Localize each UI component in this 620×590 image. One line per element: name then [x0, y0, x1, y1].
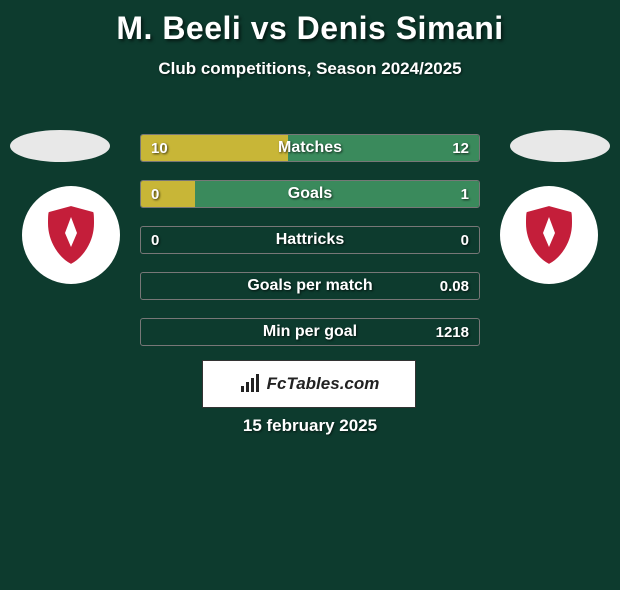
bar-label: Goals per match	[141, 273, 479, 299]
bar-value-right: 0.08	[440, 273, 469, 299]
player-right-ellipse	[510, 130, 610, 162]
player-left-ellipse	[10, 130, 110, 162]
bar-value-right: 1	[461, 181, 469, 207]
bar-label: Hattricks	[141, 227, 479, 253]
attribution-text: FcTables.com	[267, 374, 380, 394]
bar-value-right: 1218	[436, 319, 469, 345]
bar-label: Goals	[141, 181, 479, 207]
bar-row: 0 Hattricks 0	[140, 226, 480, 254]
bar-label: Matches	[141, 135, 479, 161]
bar-row: 0 Goals 1	[140, 180, 480, 208]
page-title: M. Beeli vs Denis Simani	[0, 10, 620, 47]
team-badge-right	[500, 186, 598, 284]
attribution-box: FcTables.com	[202, 360, 416, 408]
team-badge-left	[22, 186, 120, 284]
date-text: 15 february 2025	[0, 416, 620, 436]
bar-row: Min per goal 1218	[140, 318, 480, 346]
comparison-bars: 10 Matches 12 0 Goals 1 0 Hattricks 0 Go…	[140, 134, 480, 364]
bar-value-right: 0	[461, 227, 469, 253]
shield-icon	[521, 203, 577, 267]
bar-row: 10 Matches 12	[140, 134, 480, 162]
bar-label: Min per goal	[141, 319, 479, 345]
shield-icon	[43, 203, 99, 267]
chart-icon	[239, 374, 261, 394]
bar-row: Goals per match 0.08	[140, 272, 480, 300]
bar-value-right: 12	[452, 135, 469, 161]
subtitle: Club competitions, Season 2024/2025	[0, 59, 620, 79]
